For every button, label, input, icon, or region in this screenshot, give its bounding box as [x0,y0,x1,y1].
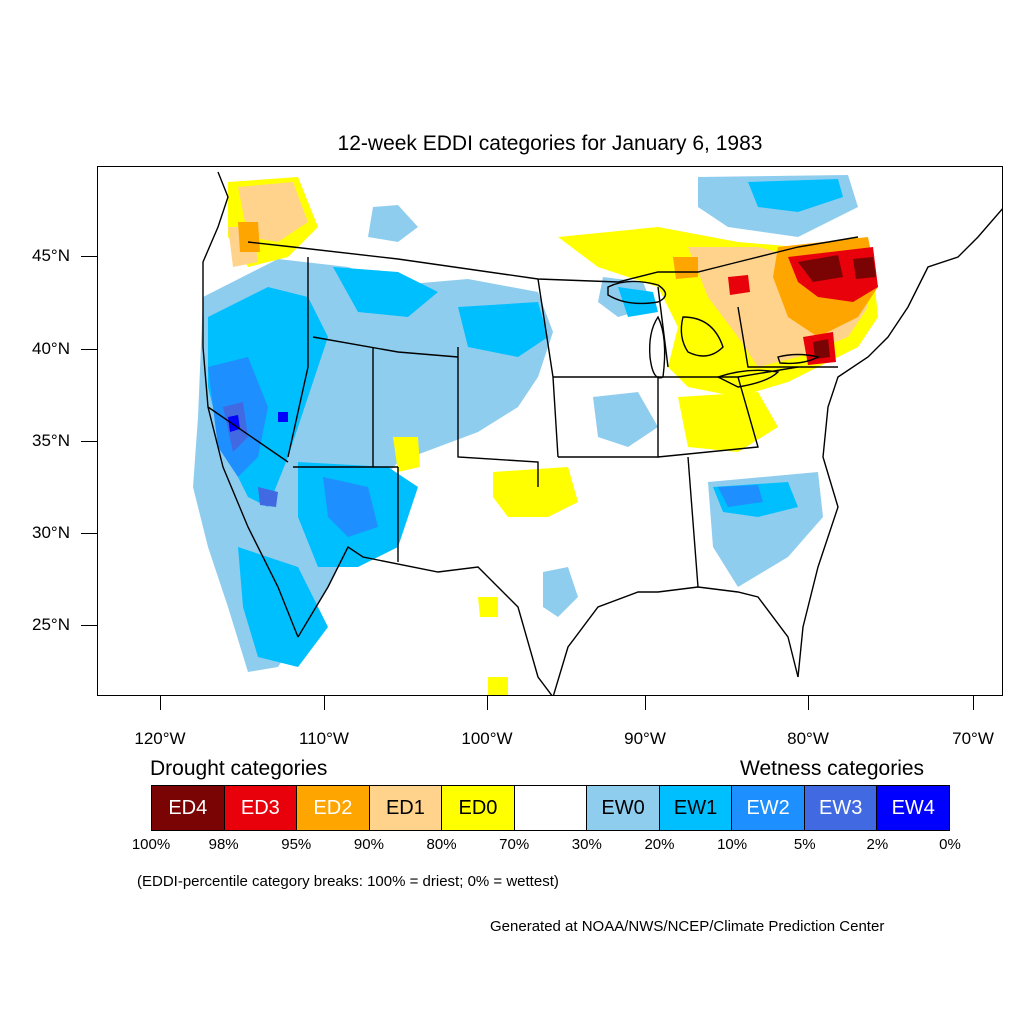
lon-label-80: 80°W [787,729,829,748]
legend-break-label: 20% [644,836,675,853]
great-lakes [607,280,820,388]
legend-note: (EDDI-percentile category breaks: 100% =… [137,873,559,890]
legend-break-label: 90% [353,836,384,853]
legend-swatch-ed4: ED4 [152,786,225,830]
lon-label-90: 90°W [624,729,666,748]
legend-break-label: 30% [571,836,602,853]
wetness-heading: Wetness categories [740,757,925,780]
lat-label-45: 45°N [32,246,70,265]
lat-label-35: 35°N [32,431,70,450]
lon-tick [487,696,488,710]
legend-break-label: 5% [793,836,816,853]
credit-line: Generated at NOAA/NWS/NCEP/Climate Predi… [490,918,885,935]
legend-break-label: 95% [281,836,312,853]
lon-tick [324,696,325,710]
map-panel [97,166,1003,696]
legend-break-label: 98% [208,836,239,853]
lon-tick [160,696,161,710]
legend-colorbar: ED4 ED3 ED2 ED1 ED0 EW0 EW1 EW2 EW3 EW4 [151,785,950,831]
legend-break-label: 100% [131,836,171,853]
legend-break-label: 0% [939,836,961,853]
lon-tick [645,696,646,710]
legend-swatch-ed0: ED0 [442,786,515,830]
lat-tick [81,625,97,626]
eddi-map [193,171,1002,695]
legend-swatch-ew4: EW4 [877,786,950,830]
lat-label-25: 25°N [32,615,70,634]
legend-swatch-ew1: EW1 [659,786,733,830]
lat-tick [81,256,97,257]
legend-swatch-ed1: ED1 [369,786,443,830]
legend-break-label: 80% [426,836,457,853]
boundaries [202,171,1002,695]
legend-swatch-ew3: EW3 [804,786,878,830]
lon-label-110: 110°W [299,729,349,748]
legend-swatch-ed2: ED2 [297,786,370,830]
lon-tick [973,696,974,710]
lat-tick [81,533,97,534]
lon-label-70: 70°W [952,729,994,748]
legend-swatch-neutral [514,786,588,830]
legend-swatch-ew2: EW2 [732,786,805,830]
lon-label-120: 120°W [134,729,186,748]
lat-tick [81,441,97,442]
lon-tick [808,696,809,710]
lon-label-100: 100°W [461,729,513,748]
legend-swatch-ed3: ED3 [224,786,298,830]
legend-break-label: 10% [717,836,748,853]
lat-tick [81,349,97,350]
legend-break-label: 2% [866,836,889,853]
ed4-regions [798,255,876,359]
legend-break-label: 70% [499,836,530,853]
lat-label-40: 40°N [32,339,70,358]
map-title: 12-week EDDI categories for January 6, 1… [337,132,763,155]
drought-heading: Drought categories [150,757,328,780]
legend-swatch-ew0: EW0 [587,786,660,830]
lat-label-30: 30°N [32,523,70,542]
